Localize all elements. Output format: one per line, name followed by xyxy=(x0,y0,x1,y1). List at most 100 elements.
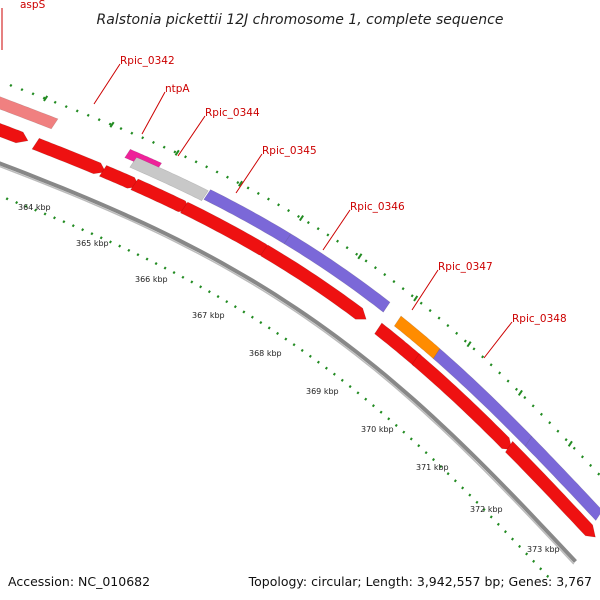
gene-leader-line xyxy=(177,115,206,157)
tick-mark xyxy=(136,253,140,257)
kbp-label: 369 kbp xyxy=(306,387,339,396)
tick-mark xyxy=(506,379,510,383)
gene-label: Rpic_0346 xyxy=(350,201,405,213)
tick-mark xyxy=(564,438,568,442)
tick-mark xyxy=(130,131,134,135)
tick-mark xyxy=(81,228,85,232)
cds-Rpic_0348 xyxy=(505,440,596,538)
tick-mark xyxy=(52,216,56,220)
tick-mark xyxy=(256,191,260,196)
tick-mark xyxy=(277,203,281,207)
tick-mark xyxy=(316,227,320,231)
tick-mark xyxy=(387,417,391,421)
major-tick xyxy=(238,180,244,187)
tick-mark xyxy=(461,486,465,490)
gene-leader-line xyxy=(483,321,513,359)
tick-mark xyxy=(364,259,368,263)
tick-mark xyxy=(216,295,220,299)
tick-mark xyxy=(205,165,209,169)
tick-mark xyxy=(410,294,414,298)
gene-leader-line xyxy=(235,153,263,194)
tick-mark xyxy=(580,455,584,459)
Rpic_0345-feature xyxy=(283,233,391,313)
tick-mark xyxy=(236,180,240,185)
tick-mark xyxy=(199,285,203,289)
tick-mark xyxy=(324,366,328,370)
tick-mark xyxy=(71,224,75,228)
tick-mark xyxy=(225,300,229,304)
gene-label: Rpic_0342 xyxy=(120,55,175,67)
tick-mark xyxy=(589,463,593,467)
tick-mark xyxy=(546,574,550,578)
tick-mark xyxy=(15,201,19,205)
tick-mark xyxy=(401,287,405,291)
gene-label: aspS xyxy=(20,0,46,11)
tick-mark xyxy=(233,305,237,309)
tick-mark xyxy=(225,175,229,179)
tick-mark xyxy=(108,240,112,244)
tick-mark xyxy=(472,347,476,351)
tick-mark xyxy=(332,372,336,376)
gene-label: Rpic_0345 xyxy=(262,145,317,157)
tick-mark xyxy=(308,354,312,358)
tick-mark xyxy=(296,214,300,219)
tick-mark xyxy=(539,567,543,571)
gene-label: Rpic_0344 xyxy=(205,107,260,119)
ntpA-feature-grey xyxy=(129,157,209,202)
backbone-layer xyxy=(0,161,577,565)
tick-mark xyxy=(439,465,443,469)
tick-mark xyxy=(364,397,368,401)
tick-mark xyxy=(419,301,423,305)
kbp-label: 366 kbp xyxy=(135,275,168,284)
tick-mark xyxy=(424,451,428,455)
tick-mark xyxy=(355,252,359,256)
gene-leader-line xyxy=(141,91,166,135)
tick-mark xyxy=(437,316,441,320)
kbp-label: 365 kbp xyxy=(76,239,109,248)
tick-mark xyxy=(276,331,280,335)
tick-mark xyxy=(394,423,398,427)
tick-mark xyxy=(373,266,377,270)
major-tick xyxy=(567,440,573,447)
tick-mark xyxy=(489,515,493,519)
tick-mark xyxy=(356,391,360,395)
tick-mark xyxy=(90,232,94,236)
tick-mark xyxy=(379,410,383,414)
summary-text: Topology: circular; Length: 3,942,557 bp… xyxy=(248,574,592,589)
tick-mark xyxy=(62,220,66,224)
tick-mark xyxy=(5,197,9,201)
gene-label: Rpic_0347 xyxy=(438,261,493,273)
tick-mark xyxy=(316,360,320,364)
tick-mark xyxy=(151,140,155,144)
tick-mark xyxy=(525,552,529,556)
tick-mark xyxy=(259,320,263,325)
tick-mark xyxy=(496,522,500,526)
tick-mark xyxy=(86,113,90,117)
tick-mark xyxy=(42,96,46,100)
tick-mark xyxy=(518,544,522,549)
tick-mark xyxy=(511,537,515,541)
gene-leader-line xyxy=(322,209,351,251)
cds-Rpic_0345 xyxy=(259,244,367,320)
major-tick xyxy=(517,389,523,396)
cds-aspS xyxy=(0,122,29,144)
tick-mark xyxy=(572,446,576,450)
tick-mark xyxy=(556,429,560,433)
tick-mark xyxy=(141,136,145,140)
tick-mark xyxy=(215,170,219,174)
tick-mark xyxy=(392,280,396,284)
tick-mark xyxy=(267,326,271,330)
tick-mark xyxy=(181,275,185,279)
tick-mark xyxy=(306,220,310,225)
tick-mark xyxy=(300,348,304,352)
major-tick xyxy=(413,295,419,302)
tick-mark xyxy=(34,208,38,212)
tick-mark xyxy=(455,331,459,335)
tick-mark xyxy=(118,244,122,248)
tick-mark xyxy=(514,387,518,391)
tick-mark xyxy=(446,472,450,476)
tick-mark xyxy=(207,290,211,294)
tick-mark xyxy=(345,246,349,250)
tick-mark xyxy=(489,363,493,367)
